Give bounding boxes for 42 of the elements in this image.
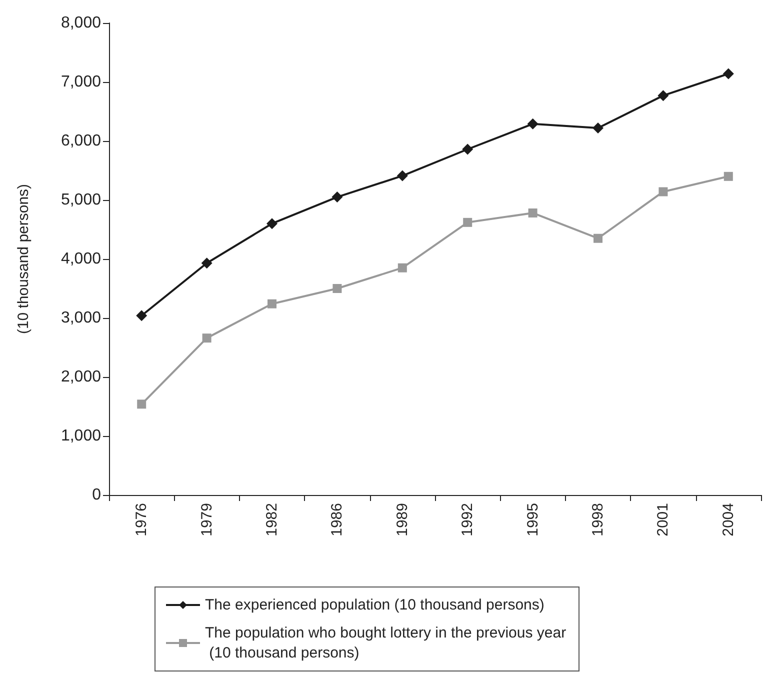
point — [332, 284, 342, 293]
x-tick-label: 2004 — [720, 503, 737, 536]
point — [266, 218, 278, 230]
x-tick-label: 2001 — [654, 503, 672, 536]
y-tick-label: 5,000 — [60, 192, 102, 208]
legend-label: The population who bought lottery in the previous year (10 thousand persons) — [205, 624, 566, 662]
legend-label: The experienced population (10 thousand persons) — [205, 596, 544, 614]
point — [527, 118, 538, 130]
x-tick-label: 1989 — [394, 503, 411, 536]
y-tick-label: 6,000 — [60, 132, 102, 150]
point — [658, 187, 668, 196]
x-tick-label: 1992 — [459, 503, 476, 536]
y-tick-label: 2,000 — [60, 368, 102, 386]
point — [528, 208, 538, 218]
y-tick-label: 4,000 — [60, 250, 102, 268]
point — [396, 170, 408, 182]
x-tick-label: 1998 — [590, 503, 606, 536]
y-axis-title: (10 thousand persons) — [15, 184, 32, 334]
point — [201, 258, 212, 269]
point — [722, 68, 734, 80]
point — [268, 299, 276, 308]
point — [594, 234, 602, 243]
point — [137, 400, 146, 409]
x-tick-label: 1982 — [264, 503, 280, 536]
x-tick-label: 1979 — [198, 503, 216, 536]
y-tick-label: 8,000 — [60, 14, 102, 32]
point — [462, 144, 474, 155]
y-tick-label: 1,000 — [60, 428, 102, 444]
x-tick-label: 1986 — [328, 503, 346, 536]
x-tick-label: 1995 — [524, 503, 542, 536]
point — [332, 192, 343, 203]
point — [136, 310, 148, 322]
point — [398, 263, 407, 272]
y-tick-label: 0 — [92, 486, 102, 504]
point — [658, 90, 669, 102]
y-tick-label: 7,000 — [60, 74, 102, 90]
x-tick-label: 1976 — [133, 503, 150, 536]
point — [202, 334, 212, 343]
point — [463, 218, 472, 227]
point — [724, 172, 733, 181]
point — [592, 122, 604, 134]
y-tick-label: 3,000 — [60, 310, 102, 326]
